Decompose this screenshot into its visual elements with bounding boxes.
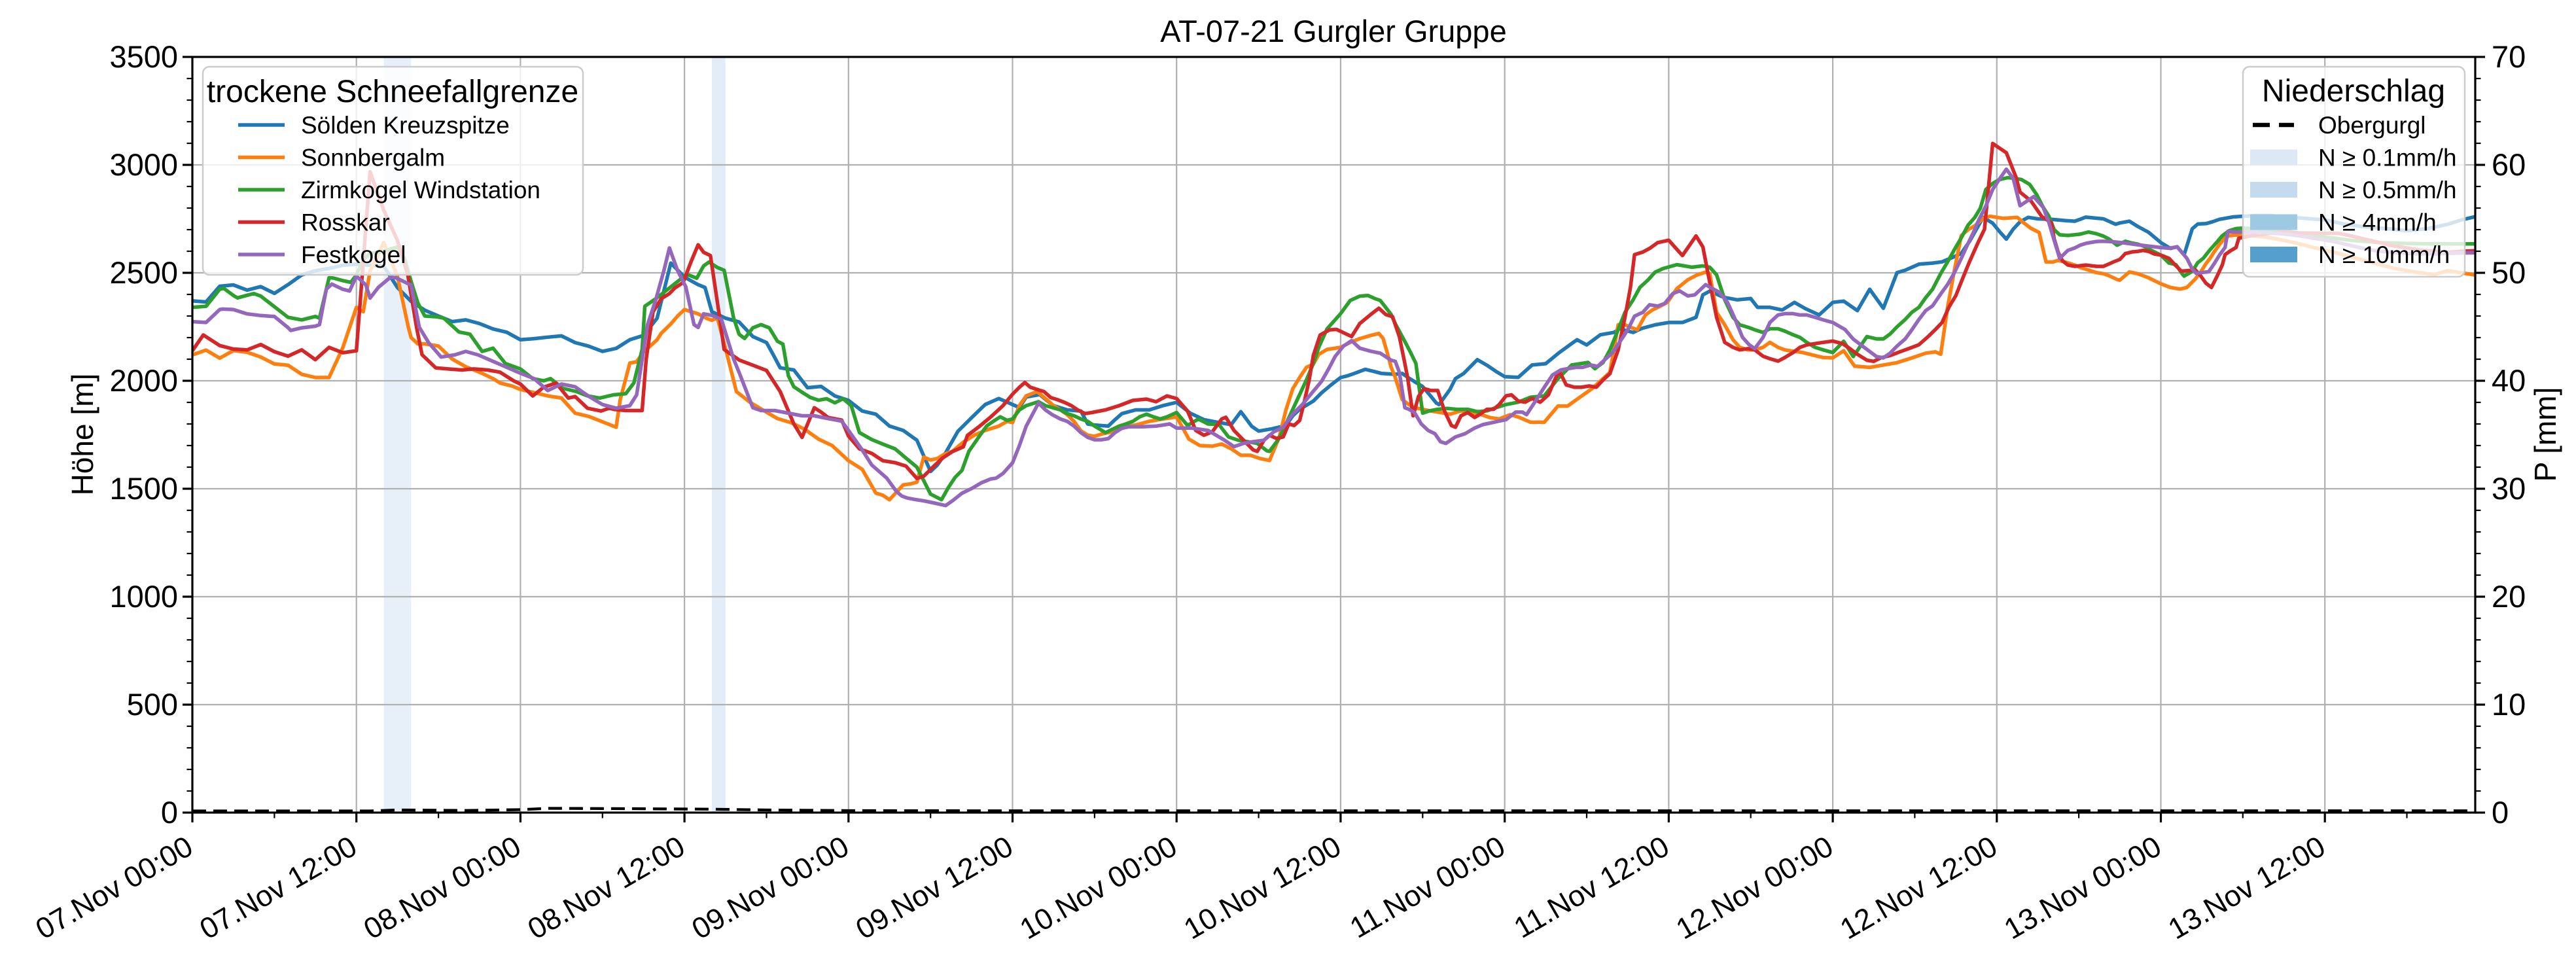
svg-text:AT-07-21 Gurgler Gruppe: AT-07-21 Gurgler Gruppe: [1160, 14, 1506, 48]
svg-text:trockene Schneefallgrenze: trockene Schneefallgrenze: [207, 75, 578, 109]
svg-text:2000: 2000: [109, 363, 178, 398]
svg-text:N ≥ 0.5mm/h: N ≥ 0.5mm/h: [2318, 177, 2457, 203]
svg-text:1500: 1500: [109, 471, 178, 506]
svg-text:50: 50: [2492, 255, 2526, 290]
svg-text:30: 30: [2492, 471, 2526, 506]
svg-text:70: 70: [2492, 39, 2526, 74]
svg-text:Obergurgl: Obergurgl: [2318, 112, 2426, 139]
svg-text:Festkogel: Festkogel: [301, 241, 406, 268]
svg-text:3000: 3000: [109, 147, 178, 182]
svg-text:40: 40: [2492, 363, 2526, 398]
svg-text:Höhe [m]: Höhe [m]: [65, 374, 99, 496]
svg-text:20: 20: [2492, 579, 2526, 614]
svg-text:3500: 3500: [109, 39, 178, 74]
svg-text:Sölden Kreuzspitze: Sölden Kreuzspitze: [301, 112, 510, 139]
svg-text:Sonnbergalm: Sonnbergalm: [301, 145, 445, 171]
svg-text:Niederschlag: Niederschlag: [2262, 74, 2445, 109]
svg-text:1000: 1000: [109, 579, 178, 614]
svg-text:P [mm]: P [mm]: [2528, 387, 2562, 482]
svg-text:Rosskar: Rosskar: [301, 209, 390, 236]
svg-text:60: 60: [2492, 147, 2526, 182]
svg-text:500: 500: [127, 687, 178, 722]
svg-text:0: 0: [2492, 795, 2509, 830]
svg-text:0: 0: [161, 795, 178, 830]
svg-text:N ≥ 4mm/h: N ≥ 4mm/h: [2318, 209, 2437, 236]
svg-text:Zirmkogel Windstation: Zirmkogel Windstation: [301, 177, 540, 203]
svg-text:N ≥ 10mm/h: N ≥ 10mm/h: [2318, 241, 2450, 268]
svg-text:10: 10: [2492, 687, 2526, 722]
svg-text:2500: 2500: [109, 255, 178, 290]
svg-text:N ≥ 0.1mm/h: N ≥ 0.1mm/h: [2318, 145, 2457, 171]
